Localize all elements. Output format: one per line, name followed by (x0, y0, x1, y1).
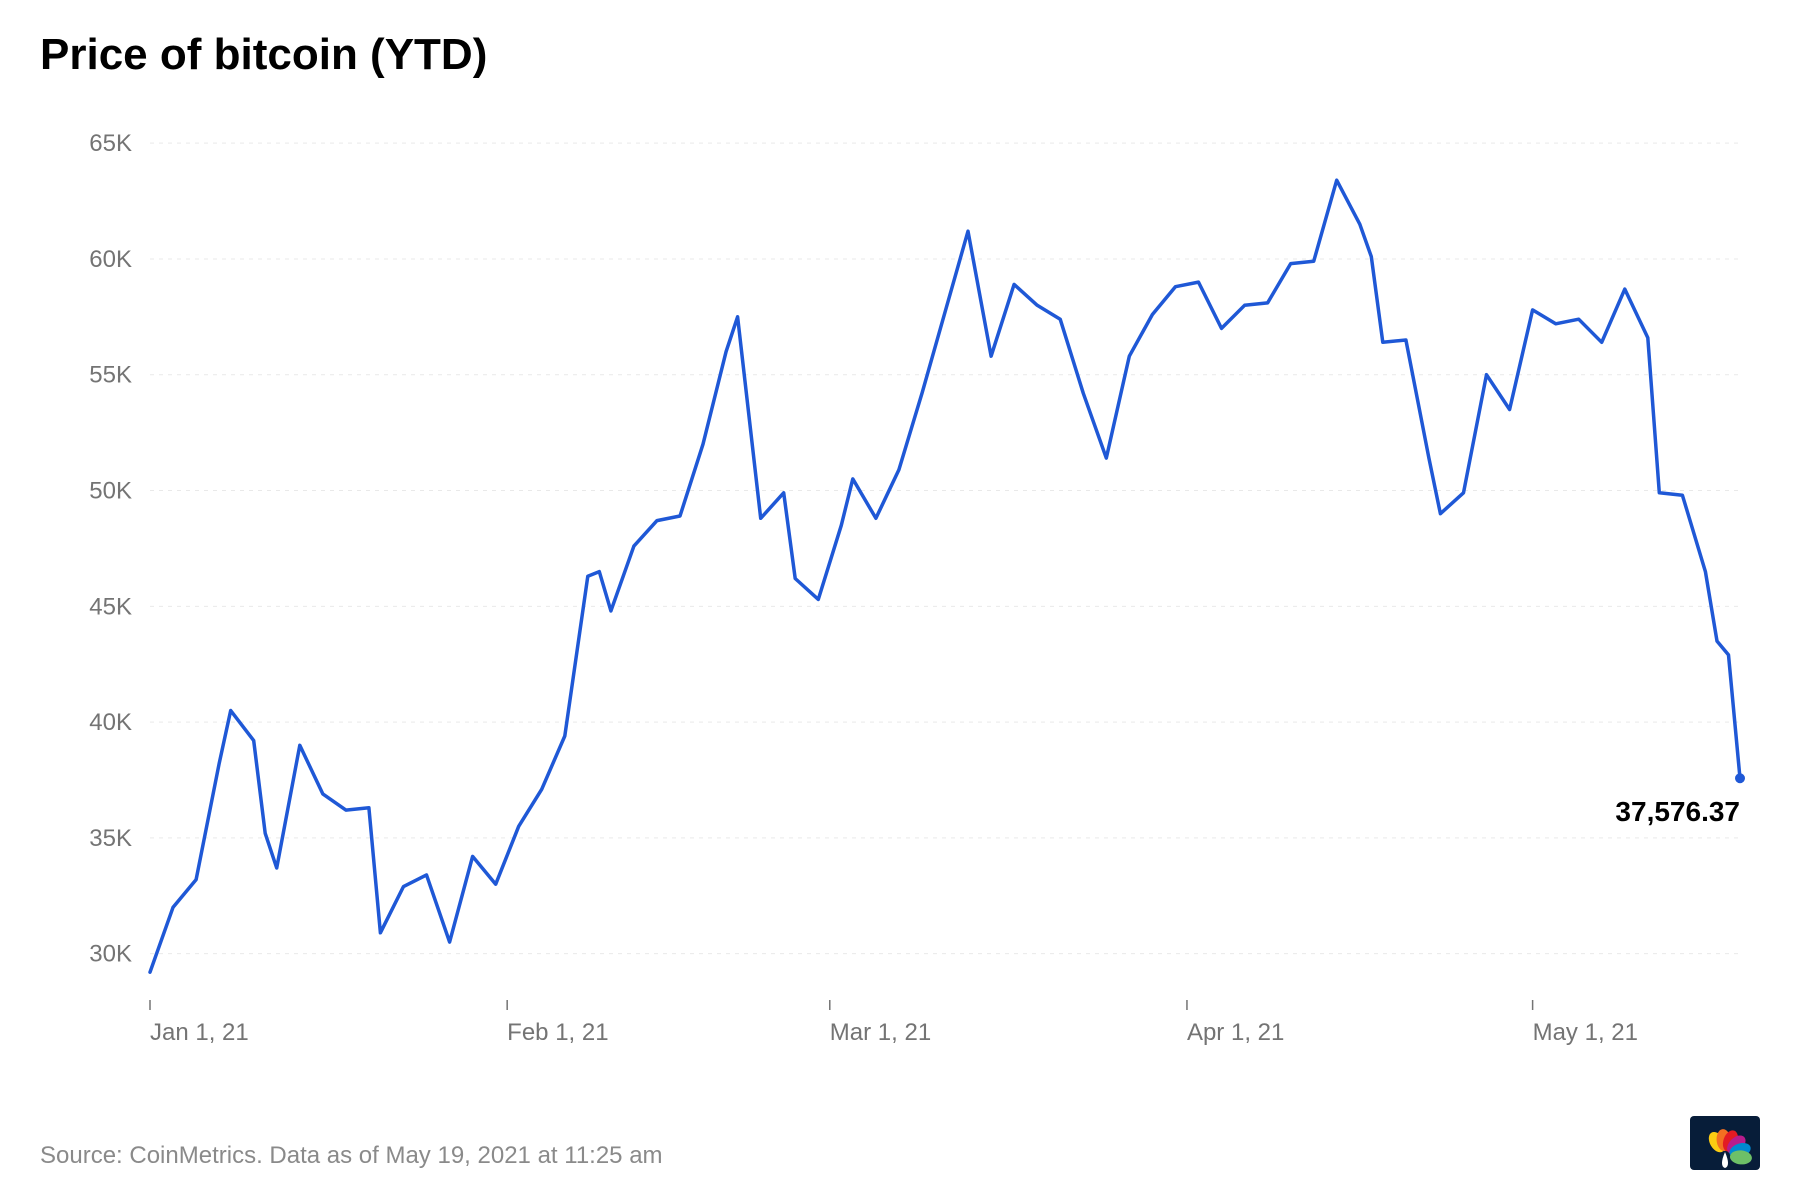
svg-text:55K: 55K (89, 362, 132, 389)
chart-container: Price of bitcoin (YTD) 30K 35K 40K 45K 50K 55… (0, 0, 1800, 1200)
svg-text:30K: 30K (89, 941, 132, 968)
line-chart-svg: 30K 35K 40K 45K 50K 55K 60K 65K Jan 1, 21 Feb 1, … (40, 100, 1760, 1060)
svg-text:50K: 50K (89, 478, 132, 505)
end-value-label: 37,576.37 (1570, 796, 1740, 828)
svg-text:60K: 60K (89, 246, 132, 273)
svg-text:Mar 1, 21: Mar 1, 21 (830, 1019, 931, 1046)
chart-title: Price of bitcoin (YTD) (40, 30, 1760, 80)
svg-text:Jan 1, 21: Jan 1, 21 (150, 1019, 249, 1046)
svg-text:May 1, 21: May 1, 21 (1533, 1019, 1638, 1046)
svg-text:45K: 45K (89, 593, 132, 620)
svg-text:Feb 1, 21: Feb 1, 21 (507, 1019, 608, 1046)
svg-text:Apr 1, 21: Apr 1, 21 (1187, 1019, 1284, 1046)
cnbc-logo (1690, 1116, 1760, 1170)
footer-row: Source: CoinMetrics. Data as of May 19, … (40, 1116, 1760, 1170)
svg-text:35K: 35K (89, 825, 132, 852)
svg-text:40K: 40K (89, 709, 132, 736)
svg-text:65K: 65K (89, 130, 132, 157)
chart-plot-area: 30K 35K 40K 45K 50K 55K 60K 65K Jan 1, 21 Feb 1, … (40, 100, 1760, 1060)
source-text: Source: CoinMetrics. Data as of May 19, … (40, 1142, 663, 1170)
